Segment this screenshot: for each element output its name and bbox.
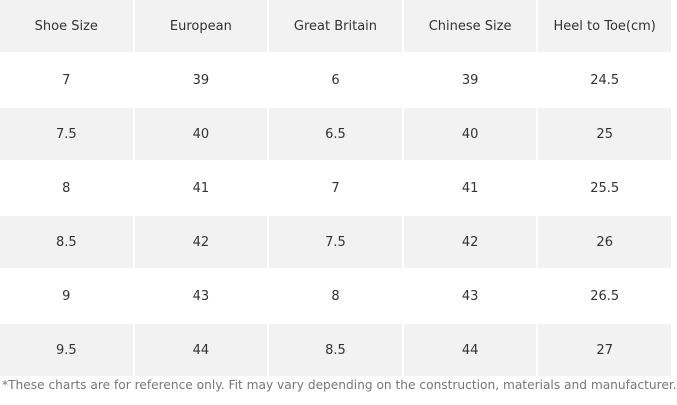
- table-cell: 6.5: [269, 108, 402, 160]
- table-cell: 41: [134, 162, 268, 214]
- header-cell: Chinese Size: [403, 0, 537, 52]
- table-cell: 44: [134, 324, 268, 376]
- table-cell: 7: [269, 162, 402, 214]
- table-cell: 8.5: [269, 324, 402, 376]
- table-cell: 42: [134, 216, 268, 268]
- table-cell: 25.5: [538, 162, 671, 214]
- table-cell: 7.5: [269, 216, 402, 268]
- footnote: *These charts are for reference only. Fi…: [2, 378, 677, 392]
- table-cell: 44: [403, 324, 537, 376]
- table-cell: 39: [134, 54, 268, 106]
- table-cell: 40: [134, 108, 268, 160]
- table-cell: 9.5: [0, 324, 133, 376]
- table-cell: 7.5: [0, 108, 133, 160]
- table-cell: 27: [538, 324, 671, 376]
- table-cell: 41: [403, 162, 537, 214]
- table-cell: 24.5: [538, 54, 671, 106]
- table-cell: 9: [0, 270, 133, 322]
- table-cell: 26.5: [538, 270, 671, 322]
- table-cell: 40: [403, 108, 537, 160]
- table-cell: 43: [403, 270, 537, 322]
- size-table: Shoe Size European Great Britain Chinese Si…: [0, 0, 671, 376]
- table-cell: 8: [269, 270, 402, 322]
- header-cell: European: [134, 0, 268, 52]
- table-cell: 39: [403, 54, 537, 106]
- table-cell: 7: [0, 54, 133, 106]
- table-cell: 8: [0, 162, 133, 214]
- table-cell: 42: [403, 216, 537, 268]
- table-cell: 26: [538, 216, 671, 268]
- table-cell: 6: [269, 54, 402, 106]
- header-cell: Great Britain: [269, 0, 402, 52]
- header-cell: Shoe Size: [0, 0, 133, 52]
- table-cell: 8.5: [0, 216, 133, 268]
- header-cell: Heel to Toe(cm): [538, 0, 671, 52]
- table-cell: 43: [134, 270, 268, 322]
- table-cell: 25: [538, 108, 671, 160]
